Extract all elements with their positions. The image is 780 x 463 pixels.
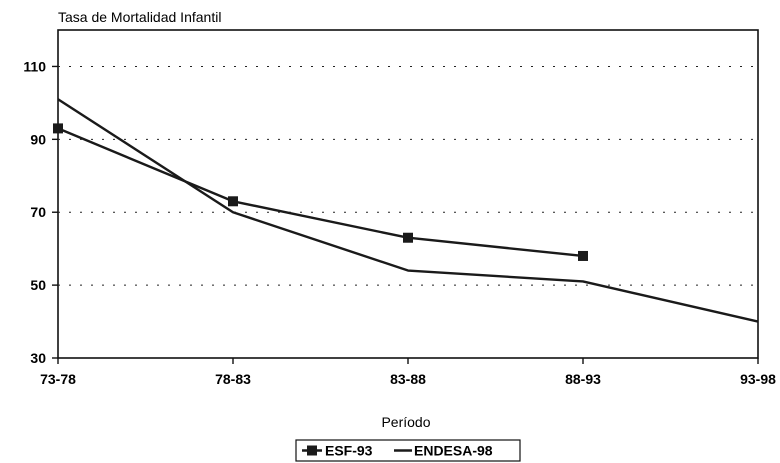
legend-label-esf-93: ESF-93 bbox=[325, 443, 373, 459]
x-tick-label: 88-93 bbox=[565, 371, 601, 387]
legend-label-endesa-98: ENDESA-98 bbox=[414, 443, 493, 459]
y-tick-label: 70 bbox=[30, 204, 46, 220]
y-tick-label: 90 bbox=[30, 131, 46, 147]
legend: ESF-93 ENDESA-98 bbox=[296, 440, 520, 461]
series-line-endesa-98 bbox=[58, 99, 758, 321]
data-point-esf-93 bbox=[53, 123, 63, 133]
data-point-esf-93 bbox=[578, 251, 588, 261]
x-axis-ticks: 73-78 78-83 83-88 88-93 93-98 bbox=[40, 358, 776, 387]
x-tick-label: 83-88 bbox=[390, 371, 426, 387]
series-line-esf-93 bbox=[58, 128, 583, 256]
x-tick-label: 73-78 bbox=[40, 371, 76, 387]
legend-marker-esf-93 bbox=[307, 446, 317, 456]
x-tick-label: 93-98 bbox=[740, 371, 776, 387]
y-axis-title: Tasa de Mortalidad Infantil bbox=[58, 9, 221, 25]
data-point-esf-93 bbox=[403, 233, 413, 243]
series-group bbox=[53, 99, 758, 321]
y-tick-label: 110 bbox=[23, 58, 46, 74]
x-tick-label: 78-83 bbox=[215, 371, 251, 387]
y-axis-ticks: 30 50 70 90 110 bbox=[23, 58, 58, 366]
y-tick-label: 50 bbox=[30, 277, 46, 293]
x-axis-title: Período bbox=[381, 414, 430, 430]
gridlines bbox=[58, 66, 758, 285]
data-point-esf-93 bbox=[228, 196, 238, 206]
plot-area bbox=[58, 30, 758, 358]
y-tick-label: 30 bbox=[30, 350, 46, 366]
